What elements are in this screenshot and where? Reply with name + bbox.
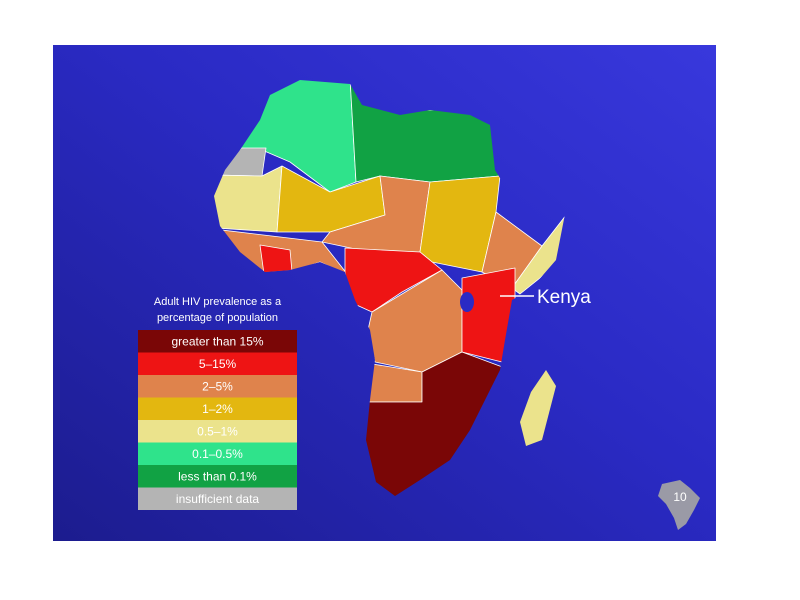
legend-label: 5–15% xyxy=(199,357,237,371)
legend-swatch xyxy=(138,330,297,353)
legend-swatch xyxy=(138,375,297,398)
region-ivory-coast xyxy=(259,244,293,275)
legend-title: percentage of population xyxy=(157,312,278,324)
legend-label: 0.5–1% xyxy=(197,424,238,438)
legend-swatch xyxy=(138,442,297,465)
legend-swatch xyxy=(138,397,297,420)
lake-victoria xyxy=(460,292,474,312)
madagascar xyxy=(520,370,556,446)
legend-swatch xyxy=(138,465,297,488)
legend-label: greater than 15% xyxy=(171,334,263,348)
country-annotation: Kenya xyxy=(537,287,591,308)
slide-number: 10 xyxy=(673,490,687,504)
legend-swatch xyxy=(138,420,297,443)
africa-map xyxy=(214,80,565,496)
legend-label: less than 0.1% xyxy=(178,469,257,483)
legend-swatch xyxy=(138,487,297,510)
legend-label: 1–2% xyxy=(202,402,233,416)
legend-label: 0.1–0.5% xyxy=(192,447,243,461)
region-somalia xyxy=(511,209,565,295)
legend-swatch xyxy=(138,352,297,375)
legend-title: Adult HIV prevalence as a xyxy=(154,296,282,308)
slide-number-icon xyxy=(658,480,700,530)
legend-label: 2–5% xyxy=(202,379,233,393)
legend-label: insufficient data xyxy=(176,492,259,506)
legend: Adult HIV prevalence as a percentage of p… xyxy=(138,296,297,510)
